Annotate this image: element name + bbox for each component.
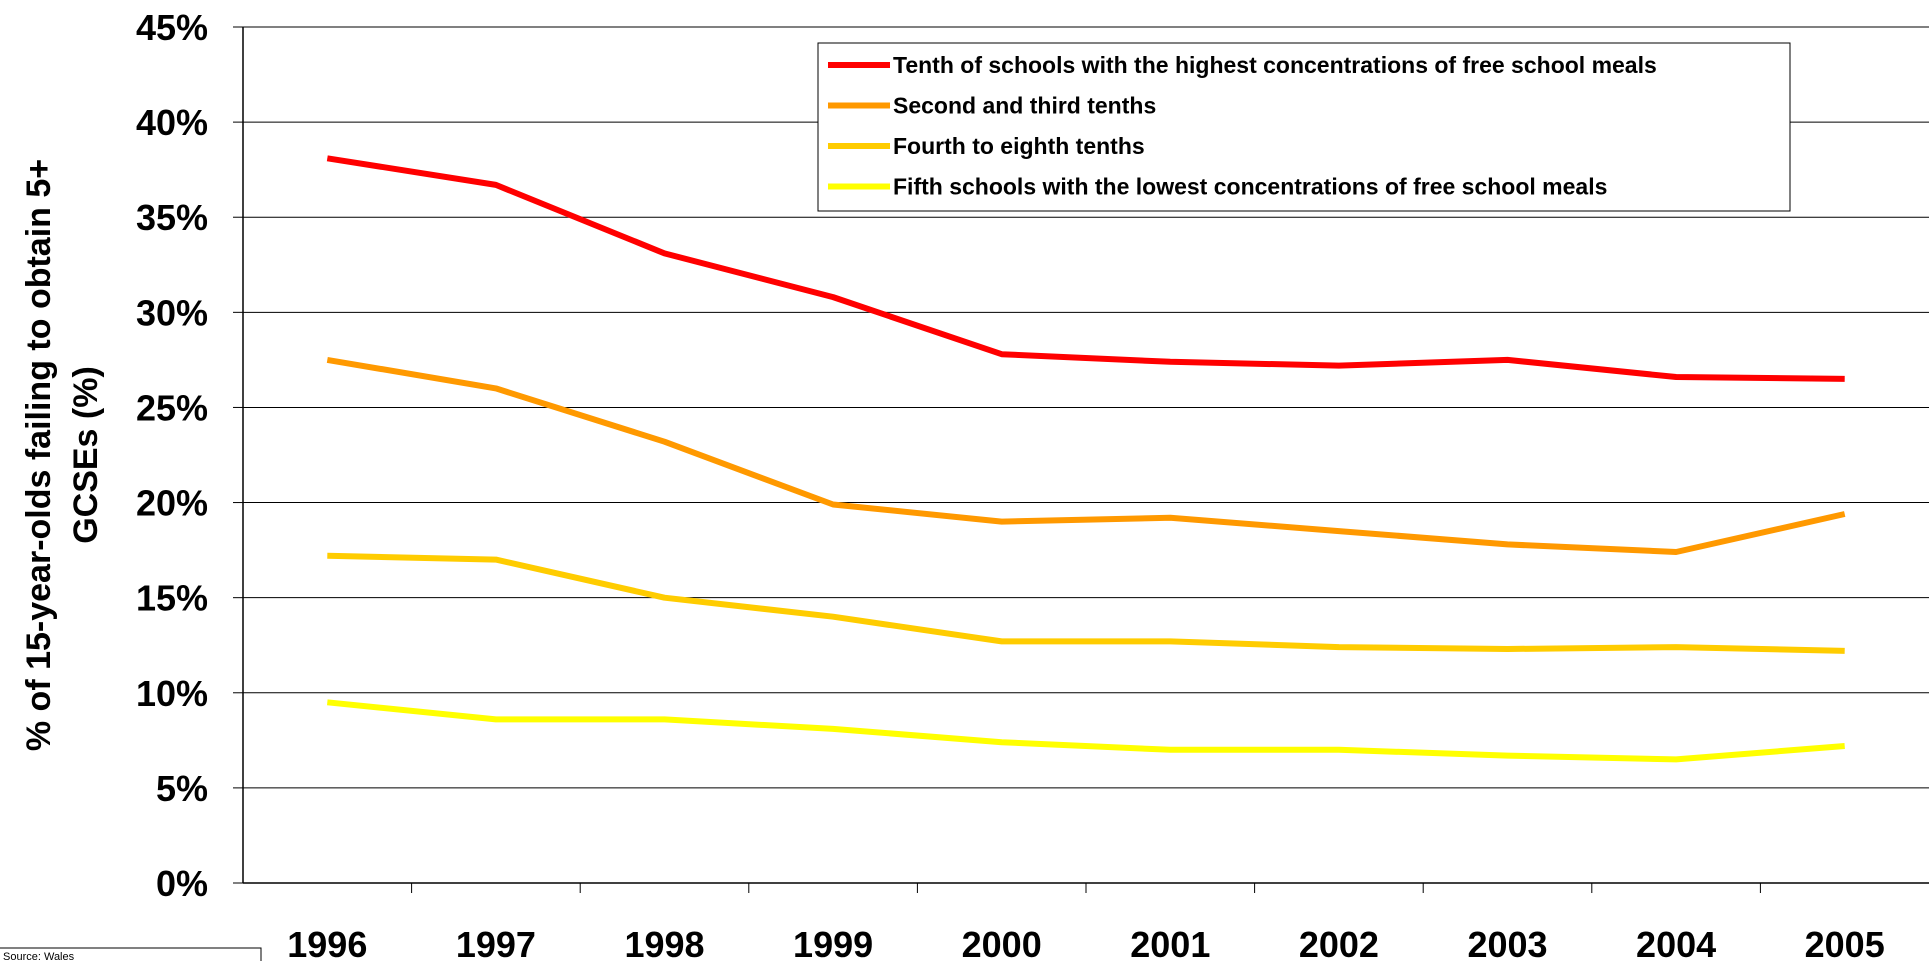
legend: Tenth of schools with the highest concen… [817, 42, 1791, 212]
x-tick-label: 1998 [624, 924, 704, 961]
source-note: Source: Wales [3, 951, 75, 961]
series-line-2 [326, 356, 1846, 555]
y-tick-label: 25% [136, 387, 208, 428]
legend-label: Fifth schools with the lowest concentrat… [893, 174, 1607, 200]
x-tick-label: 2001 [1130, 924, 1210, 961]
y-tick-label: 20% [136, 483, 208, 524]
x-tick-label: 2000 [962, 924, 1042, 961]
y-tick-label: 40% [136, 102, 208, 143]
y-tick-label: 10% [136, 673, 208, 714]
y-tick-label: 0% [156, 863, 208, 904]
x-tick-label: 2005 [1805, 924, 1885, 961]
x-tick-label: 1997 [456, 924, 536, 961]
legend-box [817, 42, 1791, 212]
y-tick-label: 45% [136, 7, 208, 48]
legend-label: Tenth of schools with the highest concen… [893, 52, 1657, 78]
y-tick-label: 30% [136, 292, 208, 333]
legend-label: Fourth to eighth tenths [893, 133, 1145, 159]
x-tick-label: 2003 [1467, 924, 1547, 961]
legend-label: Second and third tenths [893, 93, 1156, 119]
y-axis-title: % of 15-year-olds failing to obtain 5+ GC… [20, 159, 105, 751]
x-tick-label: 2002 [1299, 924, 1379, 961]
x-axis-ticks: 1996 1997 1998 1999 2000 2001 2002 2003 2004 2005 [287, 883, 1885, 961]
series-line-3 [327, 552, 1845, 654]
y-axis-title-line: % of 15-year-olds failing to obtain 5+ [20, 159, 58, 751]
x-tick-label: 1999 [793, 924, 873, 961]
y-tick-label: 15% [136, 578, 208, 619]
x-tick-label: 2004 [1636, 924, 1716, 961]
series-lines [326, 155, 1846, 763]
series-line-1 [326, 155, 1845, 382]
series-line-4 [326, 699, 1845, 763]
y-axis-ticks: 0% 5% 10% 15% 20% 25% 30% 35% 40% 45% [136, 7, 243, 904]
gridlines [243, 26, 1929, 789]
y-tick-label: 5% [156, 768, 208, 809]
x-tick-label: 1996 [287, 924, 367, 961]
y-axis-title-line: GCSEs (%) [67, 366, 105, 544]
y-tick-label: 35% [136, 197, 208, 238]
source-note-box: Source: Wales [0, 947, 262, 961]
